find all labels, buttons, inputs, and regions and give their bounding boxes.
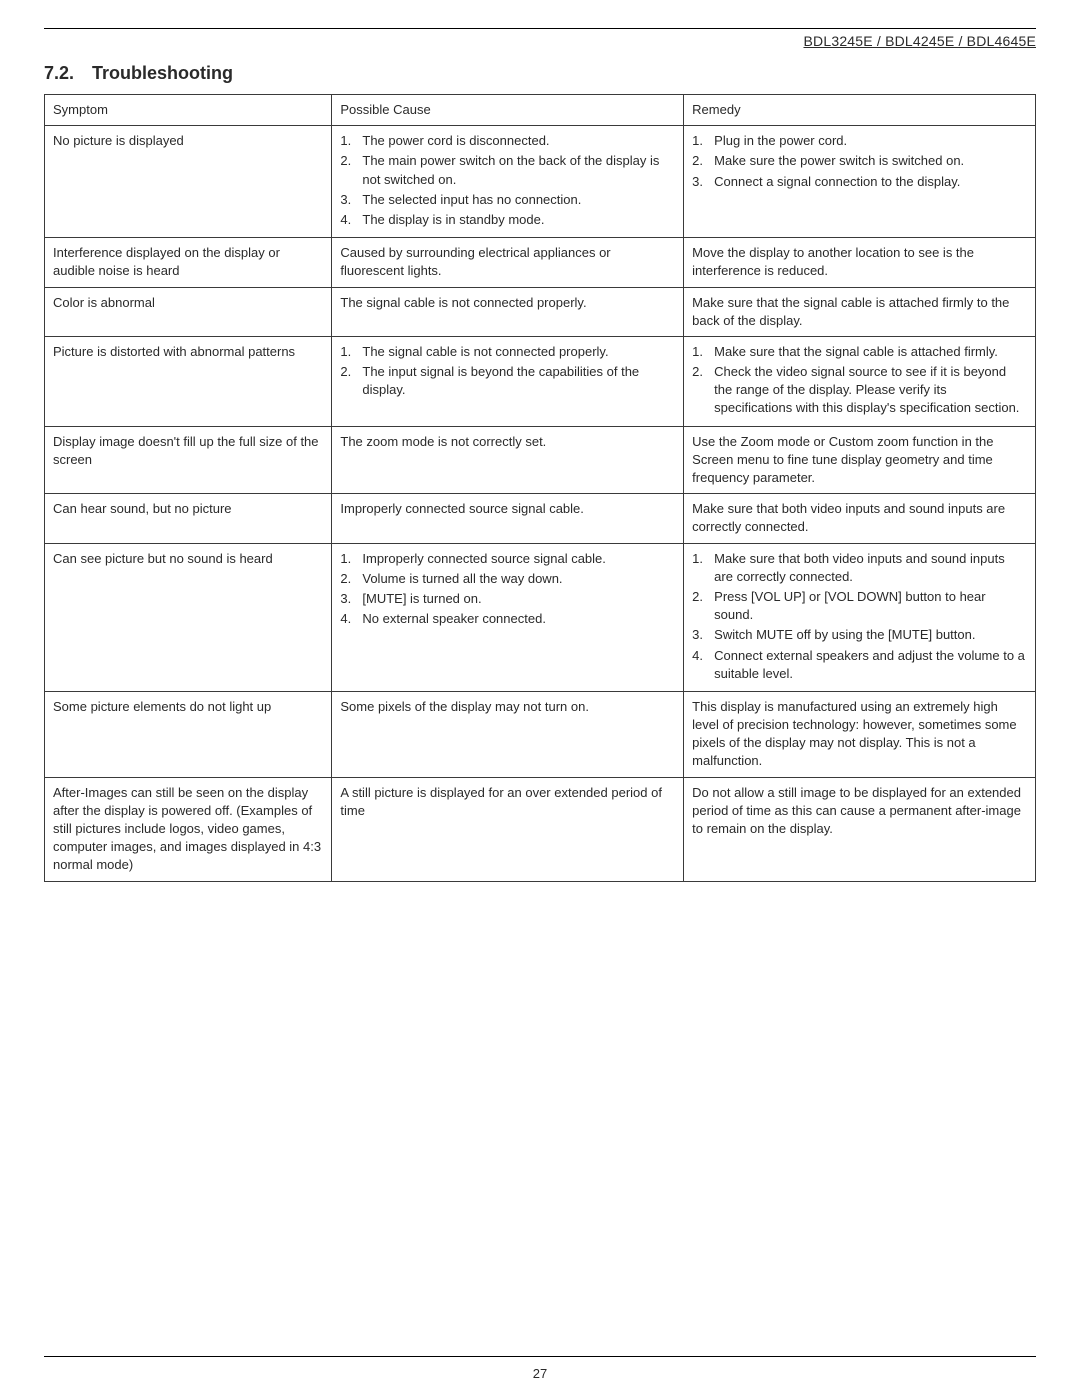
cause-cell: Improperly connected source signal cable… (332, 543, 684, 691)
list-item: Plug in the power cord. (692, 132, 1027, 150)
cause-cell: Improperly connected source signal cable… (332, 494, 684, 543)
list-item: The display is in standby mode. (340, 211, 675, 229)
table-row: Interference displayed on the display or… (45, 238, 1036, 287)
remedy-cell: Make sure that both video inputs and sou… (684, 543, 1036, 691)
list-item: Volume is turned all the way down. (340, 570, 675, 588)
list-item: Check the video signal source to see if … (692, 363, 1027, 418)
table-row: Can see picture but no sound is heard Imp… (45, 543, 1036, 691)
cause-cell: The zoom mode is not correctly set. (332, 426, 684, 494)
section-number: 7.2. (44, 63, 74, 83)
header-rule (44, 28, 1036, 29)
symptom-cell: Picture is distorted with abnormal patte… (45, 336, 332, 426)
section-heading: Troubleshooting (92, 63, 233, 83)
list-item: Make sure the power switch is switched o… (692, 152, 1027, 170)
list-item: Make sure that both video inputs and sou… (692, 550, 1027, 586)
cause-cell: The signal cable is not connected proper… (332, 336, 684, 426)
remedy-cell: Make sure that the signal cable is attac… (684, 287, 1036, 336)
list-item: Press [VOL UP] or [VOL DOWN] button to h… (692, 588, 1027, 624)
table-row: Some picture elements do not light upSom… (45, 691, 1036, 777)
list-item: The selected input has no connection. (340, 191, 675, 209)
symptom-cell: After-Images can still be seen on the di… (45, 777, 332, 881)
remedy-cell: Make sure that the signal cable is attac… (684, 336, 1036, 426)
remedy-cell: Do not allow a still image to be display… (684, 777, 1036, 881)
remedy-cell: Use the Zoom mode or Custom zoom functio… (684, 426, 1036, 494)
list-item: The main power switch on the back of the… (340, 152, 675, 188)
symptom-cell: Some picture elements do not light up (45, 691, 332, 777)
list-item: The power cord is disconnected. (340, 132, 675, 150)
cause-cell: Caused by surrounding electrical applian… (332, 238, 684, 287)
section-title: 7.2. Troubleshooting (44, 63, 1036, 84)
list-item: Connect a signal connection to the displ… (692, 173, 1027, 191)
col-remedy: Remedy (684, 95, 1036, 126)
page-number: 27 (0, 1366, 1080, 1381)
table-row: Can hear sound, but no pictureImproperly… (45, 494, 1036, 543)
list-item: [MUTE] is turned on. (340, 590, 675, 608)
list-item: Improperly connected source signal cable… (340, 550, 675, 568)
symptom-cell: Interference displayed on the display or… (45, 238, 332, 287)
table-row: Picture is distorted with abnormal patte… (45, 336, 1036, 426)
cause-cell: A still picture is displayed for an over… (332, 777, 684, 881)
symptom-cell: Can see picture but no sound is heard (45, 543, 332, 691)
col-symptom: Symptom (45, 95, 332, 126)
col-cause: Possible Cause (332, 95, 684, 126)
remedy-cell: This display is manufactured using an ex… (684, 691, 1036, 777)
table-row: Display image doesn't fill up the full s… (45, 426, 1036, 494)
list-item: The input signal is beyond the capabilit… (340, 363, 675, 399)
troubleshooting-table: Symptom Possible Cause Remedy No picture… (44, 94, 1036, 882)
remedy-cell: Move the display to another location to … (684, 238, 1036, 287)
remedy-cell: Plug in the power cord. Make sure the pow… (684, 126, 1036, 238)
table-row: No picture is displayedThe power cord is… (45, 126, 1036, 238)
list-item: No external speaker connected. (340, 610, 675, 628)
symptom-cell: Display image doesn't fill up the full s… (45, 426, 332, 494)
model-header: BDL3245E / BDL4245E / BDL4645E (44, 33, 1036, 49)
symptom-cell: No picture is displayed (45, 126, 332, 238)
symptom-cell: Color is abnormal (45, 287, 332, 336)
cause-cell: The signal cable is not connected proper… (332, 287, 684, 336)
footer-rule (44, 1356, 1036, 1357)
list-item: The signal cable is not connected proper… (340, 343, 675, 361)
table-row: After-Images can still be seen on the di… (45, 777, 1036, 881)
list-item: Switch MUTE off by using the [MUTE] butt… (692, 626, 1027, 644)
symptom-cell: Can hear sound, but no picture (45, 494, 332, 543)
list-item: Connect external speakers and adjust the… (692, 647, 1027, 683)
cause-cell: The power cord is disconnected. The main … (332, 126, 684, 238)
table-header-row: Symptom Possible Cause Remedy (45, 95, 1036, 126)
list-item: Make sure that the signal cable is attac… (692, 343, 1027, 361)
cause-cell: Some pixels of the display may not turn … (332, 691, 684, 777)
remedy-cell: Make sure that both video inputs and sou… (684, 494, 1036, 543)
table-row: Color is abnormalThe signal cable is not… (45, 287, 1036, 336)
